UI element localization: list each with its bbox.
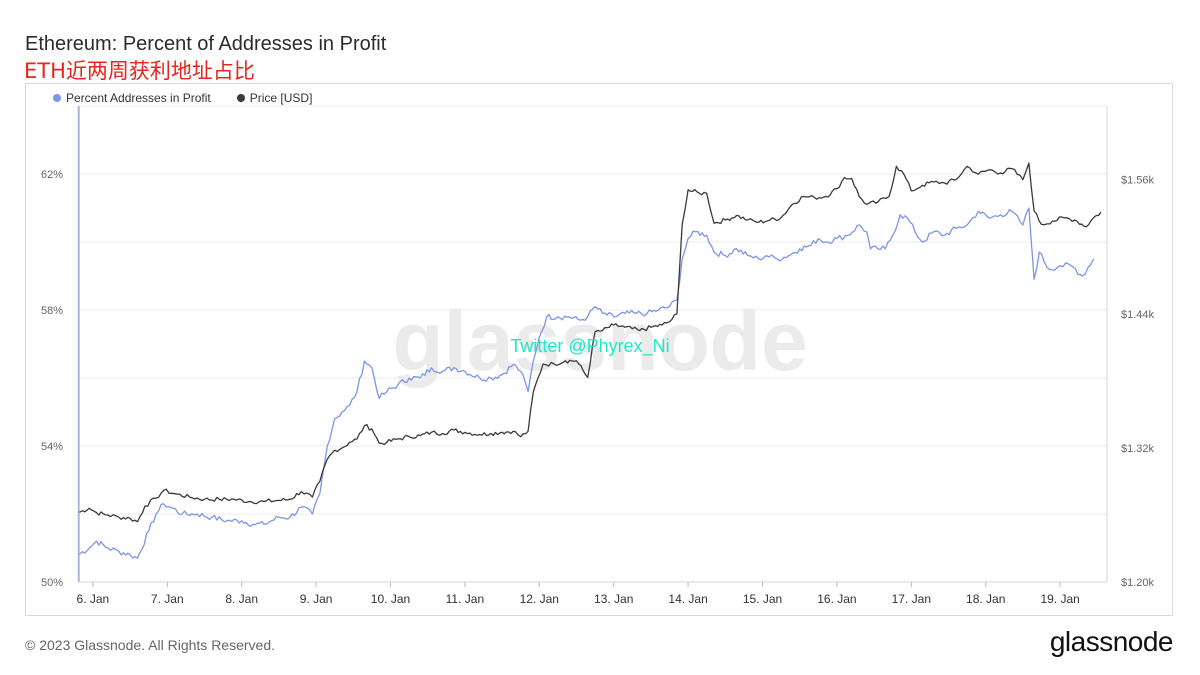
legend-item-price[interactable]: Price [USD]: [236, 91, 313, 105]
x-tick-label: 16. Jan: [817, 592, 856, 606]
y-right-tick-label: $1.44k: [1121, 309, 1155, 321]
brand-logo[interactable]: glassnode: [1049, 626, 1174, 657]
legend: Percent Addresses in Profit Price [USD]: [53, 91, 312, 105]
legend-label-price: Price [USD]: [249, 91, 313, 105]
x-tick-label: 11. Jan: [446, 592, 484, 606]
x-tick-label: 18. Jan: [966, 592, 1005, 606]
y-left-tick-label: 54%: [41, 441, 63, 453]
y-left-tick-label: 50%: [41, 577, 63, 589]
legend-dot-price: [236, 94, 245, 102]
y-right-tick-label: $1.56k: [1121, 175, 1155, 187]
x-tick-label: 14. Jan: [668, 592, 707, 606]
y-right-tick-label: $1.20k: [1121, 577, 1155, 589]
legend-label-profit: Percent Addresses in Profit: [66, 91, 211, 105]
x-tick-label: 7. Jan: [151, 592, 184, 606]
x-tick-label: 6. Jan: [77, 592, 110, 606]
axis-layer: 50% 54% 58% 62% $1.20k $1.32k $1.44k $1.56k 6. J…: [41, 106, 1155, 606]
x-tick-label: 9. Jan: [300, 592, 333, 606]
y-left-tick-label: 62%: [41, 169, 63, 181]
y-left-tick-label: 58%: [41, 305, 63, 317]
x-tick-label: 15. Jan: [743, 592, 782, 606]
x-tick-label: 19. Jan: [1040, 592, 1079, 606]
chart-frame: [25, 83, 1173, 616]
y-right-tick-label: $1.32k: [1121, 443, 1155, 455]
series-layer: [77, 106, 1102, 582]
legend-dot-profit: [53, 94, 61, 102]
chart-title: Ethereum: Percent of Addresses in Profit: [25, 33, 387, 55]
chart-subtitle: ETH近两周获利地址占比: [24, 59, 255, 83]
footer-copyright: © 2023 Glassnode. All Rights Reserved.: [25, 637, 276, 653]
x-tick-label: 13. Jan: [594, 592, 633, 606]
legend-item-profit[interactable]: Percent Addresses in Profit: [53, 91, 211, 105]
watermark-twitter: Twitter @Phyrex_Ni: [510, 336, 669, 357]
series-line-profit: [77, 207, 1095, 559]
x-tick-label: 10. Jan: [371, 592, 410, 606]
x-tick-label: 12. Jan: [520, 592, 559, 606]
x-tick-label: 8. Jan: [225, 592, 258, 606]
x-tick-label: 17. Jan: [892, 592, 931, 606]
series-line-price: [77, 162, 1102, 523]
